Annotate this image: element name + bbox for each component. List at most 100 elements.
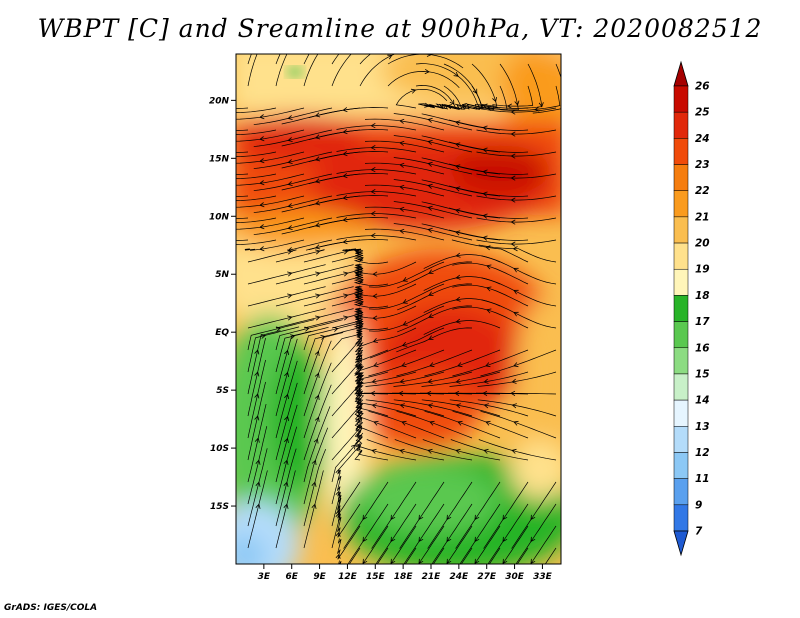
streamline	[477, 371, 557, 387]
streamline	[275, 326, 329, 373]
streamline	[368, 410, 445, 439]
streamline	[303, 384, 332, 461]
streamline-arrow	[401, 420, 407, 426]
streamline-arrow	[399, 118, 405, 124]
streamline-arrow	[203, 171, 207, 175]
streamline	[399, 481, 445, 549]
colorbar-label: 22	[695, 185, 710, 197]
streamline-arrow	[474, 514, 480, 521]
streamline	[393, 135, 473, 153]
streamline-arrow	[510, 109, 516, 115]
streamline-arrow	[314, 350, 320, 356]
streamline	[424, 410, 501, 439]
grads-credit: GrADS: IGES/COLA	[4, 603, 98, 613]
streamline	[275, 319, 343, 351]
colorbar-label: 11	[695, 473, 710, 485]
streamline	[308, 195, 389, 206]
colorbar-swatch	[673, 242, 689, 270]
streamline	[481, 299, 557, 329]
streamline-arrow	[486, 286, 492, 292]
streamline	[236, 129, 305, 142]
streamline-arrow	[387, 54, 393, 60]
streamline	[247, 330, 281, 395]
streamline-arrow	[427, 205, 433, 211]
streamline-arrow	[284, 415, 290, 422]
streamline	[354, 371, 417, 385]
streamline	[449, 399, 529, 417]
streamline	[247, 54, 258, 87]
streamline	[477, 399, 557, 417]
streamline	[393, 223, 473, 241]
streamline	[247, 249, 297, 263]
streamline-arrow	[428, 291, 434, 296]
streamline-arrow	[372, 338, 378, 343]
lat-tick-label: 15N	[209, 154, 230, 164]
streamline-arrow	[510, 175, 516, 181]
lon-tick-label: 15E	[366, 572, 386, 582]
streamline-arrow	[254, 349, 260, 355]
streamline-arrow	[254, 393, 260, 399]
streamline-arrow	[372, 271, 378, 277]
colorbar-top-arrow	[673, 60, 689, 87]
streamline-arrow	[333, 326, 339, 332]
streamline	[394, 439, 473, 461]
streamline-arrow	[373, 420, 379, 426]
streamline-arrow	[315, 315, 321, 321]
lon-tick-label: 18E	[394, 572, 414, 582]
streamline	[450, 439, 529, 461]
streamline	[247, 319, 315, 351]
streamline	[236, 107, 305, 120]
streamline	[247, 326, 300, 373]
streamline	[481, 277, 557, 307]
streamline	[390, 525, 417, 564]
streamline-arrow	[258, 43, 262, 48]
streamline-arrow	[319, 46, 323, 51]
streamline-arrow	[530, 536, 536, 543]
streamline	[331, 406, 363, 461]
streamline	[487, 503, 529, 564]
lat-tick-label: 10N	[209, 212, 230, 222]
streamline-arrow	[424, 68, 430, 75]
streamline	[303, 448, 327, 527]
colorbar-label: 13	[695, 421, 710, 433]
colorbar-swatch	[673, 321, 689, 349]
streamline	[365, 371, 445, 387]
streamline	[395, 88, 448, 109]
streamline	[288, 239, 333, 251]
streamline-arrow	[510, 131, 516, 137]
streamline-arrow	[530, 514, 536, 521]
streamline	[358, 261, 417, 275]
colorbar-swatch	[673, 399, 689, 427]
streamline	[446, 525, 473, 564]
streamline-arrow	[401, 362, 407, 368]
streamline-arrow	[371, 448, 377, 454]
streamline	[442, 85, 483, 110]
lon-tick-label: 33E	[533, 572, 553, 582]
streamline	[455, 103, 529, 110]
streamline-arrow	[231, 242, 235, 246]
streamline-arrow	[453, 71, 459, 77]
streamline	[331, 54, 352, 87]
streamline	[247, 381, 266, 461]
streamline	[362, 525, 389, 564]
streamline	[275, 249, 325, 263]
colorbar-label: 15	[695, 368, 710, 380]
streamline-arrow	[283, 459, 289, 465]
streamline-arrow	[486, 308, 492, 314]
streamline	[343, 481, 389, 549]
streamline-arrow	[342, 195, 348, 201]
streamline	[423, 320, 501, 335]
colorbar-label: 9	[695, 499, 702, 511]
streamline-arrow	[203, 149, 207, 153]
streamline	[275, 338, 298, 417]
streamline-arrow	[510, 390, 516, 396]
streamline-arrow	[565, 103, 569, 107]
colorbar-label: 20	[695, 238, 710, 250]
streamline-arrow	[314, 394, 320, 400]
streamline-arrow	[287, 293, 293, 299]
streamline	[353, 307, 362, 329]
streamline	[345, 248, 362, 263]
streamline	[356, 406, 417, 439]
streamline	[303, 327, 359, 373]
streamline	[253, 107, 333, 125]
